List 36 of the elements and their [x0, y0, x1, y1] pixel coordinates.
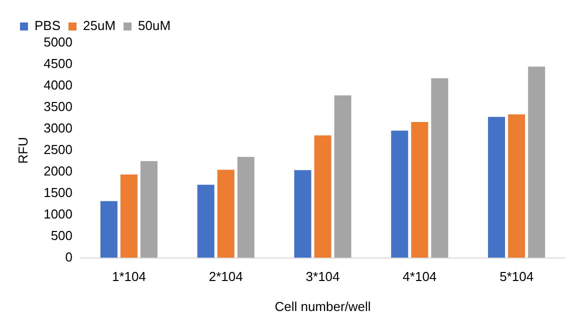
- y-tick-label: 4000: [44, 78, 73, 93]
- bar: [391, 130, 408, 258]
- y-tick-label: 2500: [44, 142, 73, 157]
- bar: [411, 122, 428, 258]
- y-tick-label: 1500: [44, 184, 73, 200]
- legend-label: 50uM: [138, 18, 171, 34]
- y-tick-label: 3000: [44, 120, 73, 136]
- y-tick-label: 500: [50, 228, 73, 243]
- bar: [100, 201, 118, 258]
- bar: [294, 170, 312, 258]
- bar: [488, 116, 506, 258]
- bar: [528, 66, 546, 258]
- x-tick-label: 4*104: [402, 269, 437, 284]
- x-tick-label: 1*104: [112, 269, 146, 284]
- legend-label: PBS: [34, 18, 61, 34]
- y-tick-label: 1000: [44, 206, 73, 222]
- bar: [197, 184, 214, 258]
- bar: [431, 78, 448, 258]
- x-tick-label: 2*104: [208, 269, 243, 284]
- x-tick-label: 5*104: [500, 269, 534, 284]
- bar: [334, 95, 352, 258]
- bar: [314, 135, 332, 258]
- y-tick-label: 0: [65, 249, 73, 264]
- bar: [217, 170, 234, 258]
- bar: [120, 174, 138, 258]
- x-tick-label: 3*104: [306, 269, 340, 284]
- y-tick-label: 3500: [44, 99, 73, 114]
- y-tick-label: 5000: [44, 34, 73, 50]
- x-axis-title: Cell number/well: [274, 298, 371, 314]
- bar: [237, 156, 254, 258]
- y-axis-title: RFU: [15, 137, 30, 164]
- y-tick-label: 4500: [44, 56, 73, 72]
- bar: [508, 114, 526, 258]
- legend-label: 25uM: [83, 18, 116, 34]
- y-tick-label: 2000: [44, 163, 73, 178]
- bar: [140, 161, 158, 258]
